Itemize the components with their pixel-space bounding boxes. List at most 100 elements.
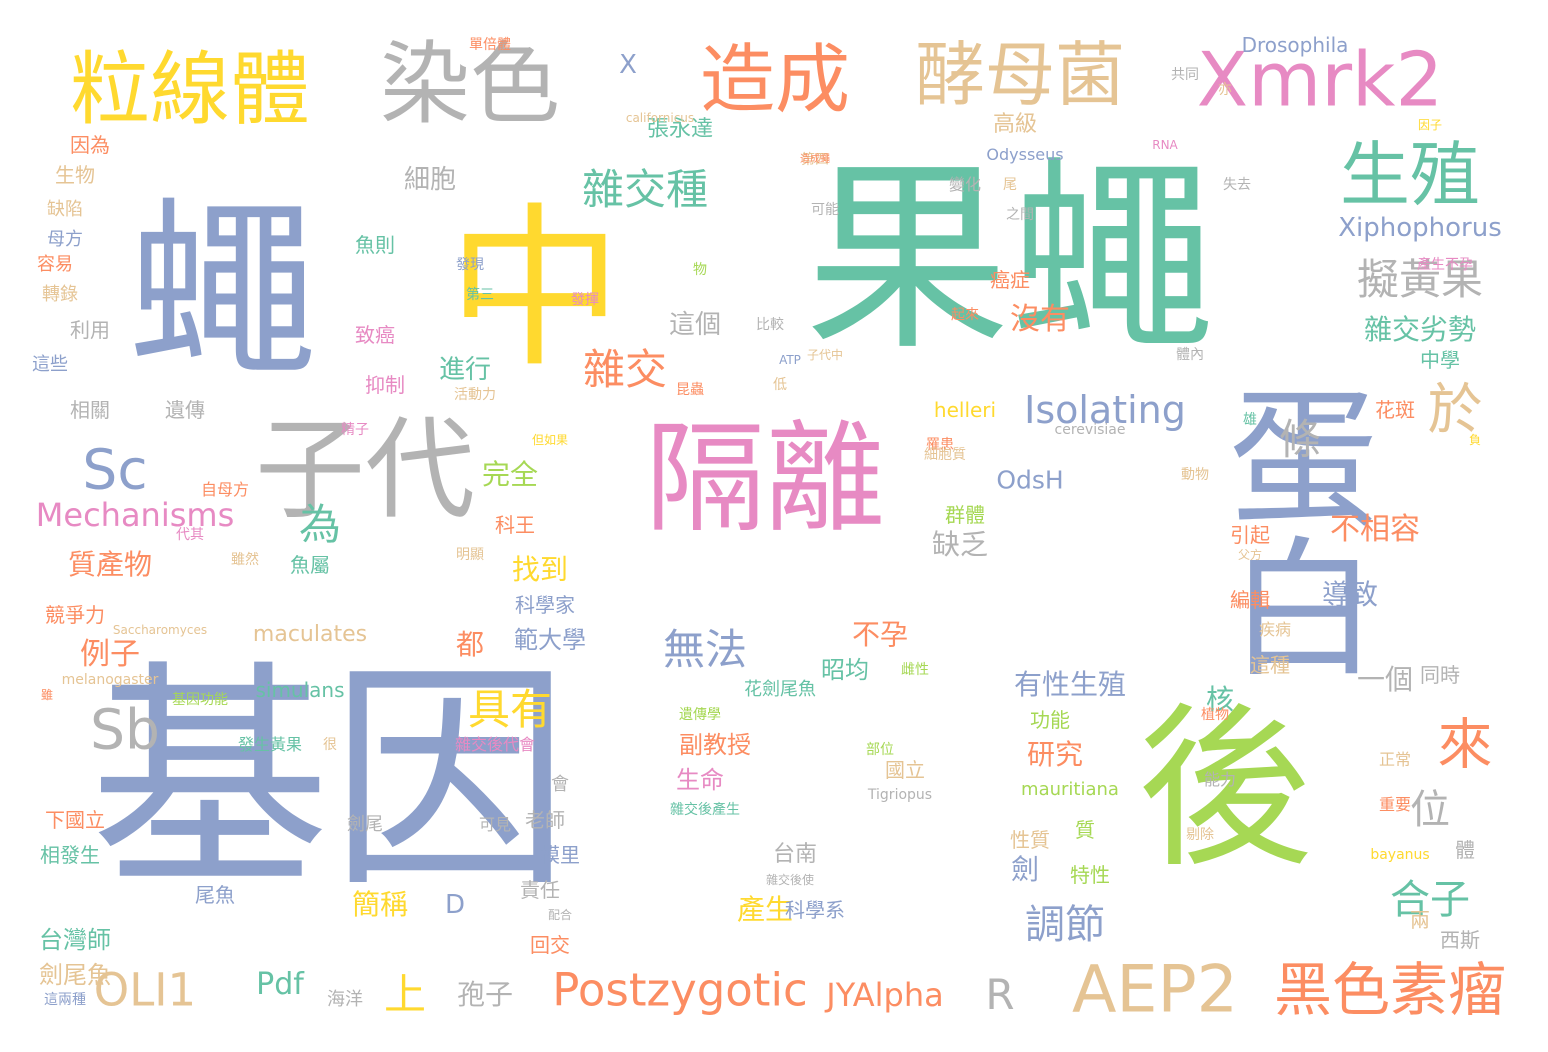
cloud-word: 隔離 — [645, 410, 885, 549]
cloud-word: 自母方 — [200, 480, 250, 499]
cloud-word: 利用 — [70, 318, 110, 342]
cloud-word: 編輯 — [1230, 588, 1270, 612]
cloud-word: 劍尾魚 — [39, 961, 111, 989]
cloud-word: 兩 — [1410, 908, 1430, 932]
cloud-word: ATP — [779, 353, 801, 367]
cloud-word: 海洋 — [327, 989, 363, 1010]
cloud-word: X — [619, 50, 637, 80]
cloud-word: 合子 — [1390, 877, 1470, 923]
cloud-word: Pdf — [256, 967, 304, 1002]
cloud-word: 條 — [1278, 415, 1322, 464]
cloud-word: JYAlpha — [826, 976, 944, 1014]
cloud-word: 果蠅 — [805, 140, 1215, 379]
cloud-word: 會 — [551, 774, 569, 795]
cloud-word: melanogaster — [61, 672, 159, 688]
cloud-word: 相發生 — [40, 843, 100, 867]
cloud-word: 低 — [773, 377, 787, 393]
cloud-word: 雜交後產生 — [670, 802, 740, 818]
cloud-word: 癌症 — [990, 268, 1030, 292]
cloud-word: 活動力 — [454, 387, 496, 403]
cloud-word: 中學 — [1420, 348, 1460, 372]
cloud-word: 致癌 — [355, 323, 395, 347]
cloud-word: Sc — [82, 437, 148, 502]
cloud-word: 基因 — [89, 640, 571, 920]
cloud-word: Xmrk2 — [1196, 35, 1444, 124]
cloud-word: 都 — [455, 628, 485, 661]
cloud-word: 調節 — [1025, 902, 1105, 948]
cloud-word: 物 — [693, 262, 707, 278]
cloud-word: Xiphophorus — [1338, 213, 1502, 243]
cloud-word: Postzygotic — [552, 963, 808, 1017]
cloud-word: 黑色素瘤 — [1273, 956, 1507, 1024]
cloud-word: helleri — [933, 398, 997, 422]
cloud-word: 不相容 — [1330, 512, 1420, 547]
cloud-word: 花斑 — [1375, 398, 1415, 422]
cloud-word: 模里 — [540, 843, 580, 867]
cloud-word: 發揮 — [571, 292, 599, 308]
cloud-word: 單倍體 — [469, 37, 511, 53]
cloud-word: 同時 — [1420, 663, 1460, 687]
cloud-word: 沒有 — [1010, 302, 1070, 337]
cloud-word: cerevisiae — [1054, 422, 1126, 438]
cloud-word: 國立 — [885, 758, 925, 782]
cloud-word: 上 — [383, 970, 427, 1019]
cloud-word: 體內 — [1176, 347, 1204, 363]
cloud-word: 特性 — [1070, 863, 1110, 887]
cloud-word: 但如果 — [531, 433, 569, 447]
cloud-word: 造成 — [699, 35, 851, 124]
cloud-word: 科學家 — [515, 593, 575, 617]
cloud-word: 粒線體 — [70, 43, 310, 136]
cloud-word: 造成蠅 — [800, 154, 830, 165]
cloud-word: 缺陷 — [47, 199, 83, 220]
cloud-word: 生物 — [55, 163, 95, 187]
cloud-word: 雜交 — [582, 345, 668, 394]
cloud-word: 張永達 — [646, 117, 714, 142]
cloud-word: 剔除 — [1186, 827, 1214, 843]
cloud-word: 雜交種 — [581, 165, 709, 214]
cloud-word: Mechanisms — [35, 496, 235, 534]
cloud-word: 遺傳學 — [679, 707, 721, 723]
cloud-word: R — [985, 970, 1015, 1019]
cloud-word: 蛋白 — [1203, 380, 1377, 680]
cloud-word: bayanus — [1370, 847, 1430, 863]
cloud-word: 雌性 — [901, 662, 929, 678]
cloud-word: 可能 — [811, 202, 839, 218]
cloud-word: 西斯 — [1440, 928, 1480, 952]
cloud-word: 代其 — [176, 527, 204, 543]
cloud-word: 找到 — [511, 553, 569, 586]
cloud-word: 相關 — [70, 398, 110, 422]
cloud-word: 雄 — [1243, 412, 1257, 428]
cloud-word: 基因功能 — [172, 692, 228, 708]
cloud-word: 責任 — [520, 878, 560, 902]
cloud-word: OdsH — [996, 465, 1064, 495]
cloud-word: Tigriopus — [867, 787, 933, 803]
cloud-word: 例子 — [80, 637, 140, 672]
cloud-word: 導致 — [1321, 578, 1379, 611]
cloud-word: 動物 — [1181, 467, 1209, 483]
cloud-word: OLI1 — [93, 963, 197, 1017]
cloud-word: 產生 — [736, 893, 794, 926]
cloud-word: 進行 — [438, 355, 492, 385]
cloud-word: 雖 — [40, 688, 54, 702]
cloud-word: 母方 — [47, 229, 83, 250]
cloud-word: 簡稱 — [351, 888, 409, 921]
cloud-word: 功能 — [1030, 708, 1070, 732]
cloud-word: 罹患 — [926, 437, 954, 453]
cloud-word: 比較 — [756, 317, 784, 333]
cloud-word: 配合 — [547, 908, 573, 922]
cloud-word: 有性生殖 — [1013, 668, 1127, 701]
cloud-word: 產生不孕 — [1417, 257, 1473, 273]
cloud-word: 花劍尾魚 — [744, 679, 816, 700]
cloud-word: 容易 — [37, 254, 73, 275]
cloud-word: Sb — [90, 697, 160, 762]
cloud-word: 劍尾 — [347, 814, 383, 835]
cloud-word: 發現 — [456, 257, 484, 273]
cloud-word: 負 — [1468, 433, 1482, 447]
cloud-word: 子代 — [255, 406, 475, 534]
cloud-word: 這個 — [668, 310, 722, 340]
cloud-word: 起來 — [951, 307, 979, 323]
cloud-word: 來 — [1437, 712, 1493, 777]
cloud-word: 這種 — [1250, 653, 1290, 677]
cloud-word: 這些 — [32, 354, 68, 375]
